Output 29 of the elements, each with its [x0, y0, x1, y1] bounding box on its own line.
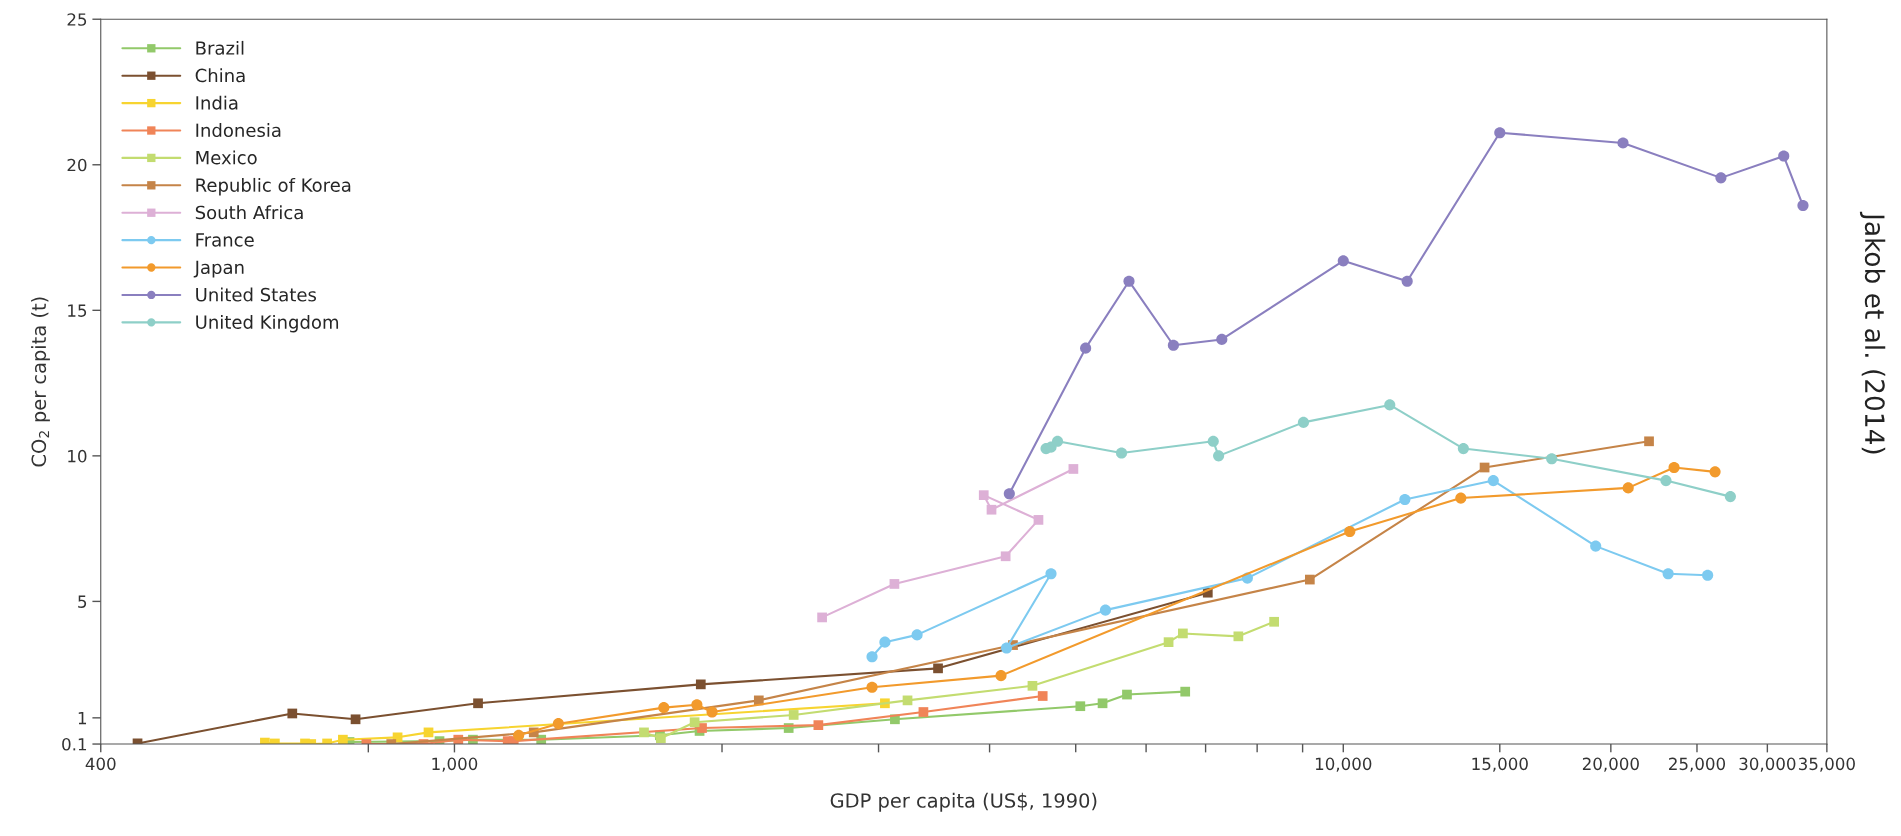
y-tick-label: 5 [78, 595, 87, 608]
legend-label: India [196, 95, 238, 110]
y-tick-label: 10 [68, 449, 87, 463]
legend-label: China [195, 68, 245, 83]
x-tick-label: 25,000 [1669, 757, 1726, 772]
x-tick-label: 35,000 [1798, 757, 1855, 772]
x-tick-label: 20,000 [1582, 757, 1639, 772]
legend-label: United States [196, 287, 317, 302]
x-tick-label: 15,000 [1472, 757, 1528, 772]
text: Jakob et al. (2014) [1859, 211, 1886, 454]
legend-label: Republic of Korea [196, 177, 351, 196]
y-tick-label: 1 [78, 712, 87, 725]
x-tick-label: 1,000 [432, 757, 478, 772]
y-tick-label: 20 [67, 158, 87, 172]
x-tick-label: 10,000 [1315, 757, 1372, 772]
x-tick-label: 30,000 [1739, 757, 1796, 772]
legend-label: Brazil [196, 40, 244, 55]
legend-label: South Africa [195, 205, 303, 220]
y-tick-label: 0.1 [62, 738, 87, 751]
y-tick-label: 25 [67, 13, 87, 26]
legend-label: Japan [193, 260, 244, 278]
y-axis-title: CO$_{2}$ per capita (t) [31, 297, 50, 467]
legend-label: France [196, 233, 254, 247]
legend-label: Mexico [196, 150, 257, 165]
legend-label: United Kingdom [196, 314, 339, 333]
x-tick-label: 400 [85, 757, 116, 771]
y-tick-label: 15 [68, 304, 87, 317]
legend-label: Indonesia [196, 123, 281, 138]
x-axis-title: GDP per capita (US$, 1990) [830, 792, 1097, 812]
